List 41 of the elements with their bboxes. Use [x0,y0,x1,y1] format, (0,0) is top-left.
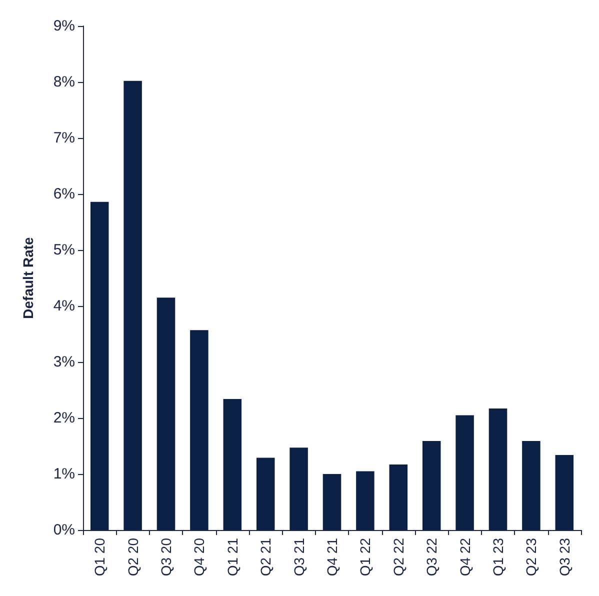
bar [90,202,109,530]
bar [156,298,176,530]
x-tick-label: Q3 20 [158,538,174,576]
bar [555,454,574,530]
y-tick-label: 4% [53,298,75,314]
bar [256,458,275,530]
y-tick-label: 6% [53,186,75,202]
y-tick-label: 0% [53,522,75,538]
x-tick-label: Q2 21 [258,538,274,576]
x-tick-label: Q2 20 [124,538,141,576]
y-axis-title: Default Rate [20,236,36,319]
y-tick-label: 2% [53,410,75,426]
x-tick-label: Q4 22 [456,538,473,576]
bar [124,80,142,530]
y-tick-label: 7% [53,130,75,146]
x-tick-label: Q1 22 [357,538,374,576]
bar [488,408,508,530]
bar [389,464,408,530]
bar [422,440,441,530]
bar [190,330,208,530]
y-tick-label: 8% [53,74,75,90]
x-tick-label: Q1 21 [224,538,240,576]
x-tick-label: Q4 21 [324,538,340,576]
x-tick-label: Q1 20 [92,538,108,576]
y-tick-label: 1% [53,466,75,482]
bar [522,440,540,530]
bar [223,398,242,530]
bar [290,448,308,530]
y-tick-label: 5% [53,242,75,258]
bar [356,471,374,530]
x-tick-label: Q2 22 [390,538,406,576]
bar [456,415,474,530]
y-tick-label: 3% [53,354,75,370]
x-tick-label: Q3 22 [424,538,440,576]
x-tick-label: Q2 23 [523,538,540,576]
x-tick-label: Q4 20 [191,538,208,576]
y-tick-label: 9% [53,18,75,34]
x-tick-label: Q3 21 [290,538,307,576]
x-tick-label: Q3 23 [556,538,572,576]
bar [322,474,342,530]
x-tick-label: Q1 23 [490,538,506,576]
